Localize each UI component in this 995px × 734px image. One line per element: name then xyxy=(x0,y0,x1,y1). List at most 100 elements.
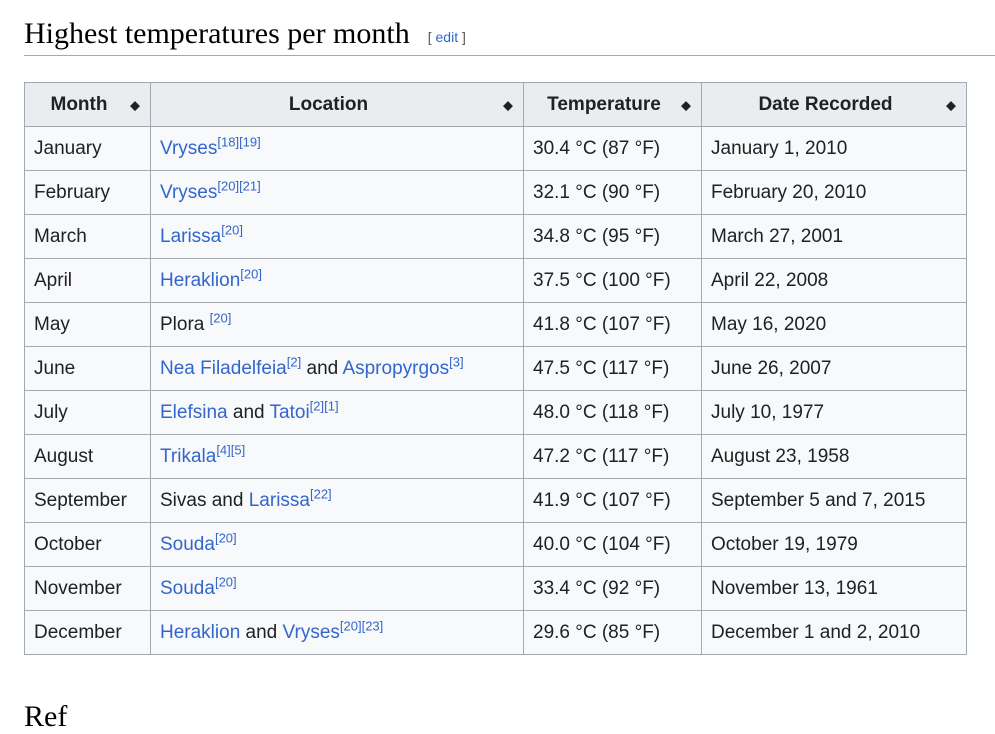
sort-icon[interactable]: ◆ xyxy=(681,97,691,112)
header-date-recorded[interactable]: Date Recorded ◆ xyxy=(701,82,967,127)
cell-date: January 1, 2010 xyxy=(701,126,967,171)
citation-link[interactable]: [20] xyxy=(214,574,237,590)
location-link[interactable]: Trikala xyxy=(160,445,217,467)
cell-date: December 1 and 2, 2010 xyxy=(701,610,967,655)
next-section-title: Ref xyxy=(24,700,68,733)
cell-month: September xyxy=(24,478,151,523)
location-link[interactable]: Heraklion xyxy=(160,621,241,643)
citation: [20] xyxy=(221,222,243,237)
citation-link[interactable]: [20] xyxy=(217,178,240,194)
cell-temperature: 41.9 °C (107 °F) xyxy=(523,478,702,523)
cell-temperature: 30.4 °C (87 °F) xyxy=(523,126,702,171)
cell-date: July 10, 1977 xyxy=(701,390,967,435)
cell-location: Sivas and Larissa[22] xyxy=(150,478,524,523)
cell-temperature: 32.1 °C (90 °F) xyxy=(523,170,702,215)
cell-temperature: 47.5 °C (117 °F) xyxy=(523,346,702,391)
cell-temperature: 48.0 °C (118 °F) xyxy=(523,390,702,435)
citation: [4][5] xyxy=(216,442,245,457)
citation: [20] xyxy=(240,266,262,281)
sort-icon[interactable]: ◆ xyxy=(946,97,956,112)
location-link[interactable]: Larissa xyxy=(160,225,222,247)
citation: [20] xyxy=(215,530,237,545)
citation: [22] xyxy=(310,486,332,501)
cell-month: January xyxy=(24,126,151,171)
cell-date: March 27, 2001 xyxy=(701,214,967,259)
location-text: Plora xyxy=(160,313,210,335)
citation-link[interactable]: [18] xyxy=(217,134,240,150)
citation-link[interactable]: [1] xyxy=(324,398,339,414)
cell-date: October 19, 1979 xyxy=(701,522,967,567)
table-row: October Souda[20] 40.0 °C (104 °F) October … xyxy=(24,522,967,567)
section-heading: Highest temperatures per month [ edit ] xyxy=(24,14,995,56)
cell-temperature: 33.4 °C (92 °F) xyxy=(523,566,702,611)
location-link[interactable]: Tatoi xyxy=(269,401,310,423)
citation: [20] xyxy=(215,574,237,589)
cell-date: August 23, 1958 xyxy=(701,434,967,479)
citation-link[interactable]: [5] xyxy=(230,442,246,458)
cell-temperature: 34.8 °C (95 °F) xyxy=(523,214,702,259)
location-text: Sivas and xyxy=(160,489,249,511)
cell-month: March xyxy=(24,214,151,259)
citation-link[interactable]: [20] xyxy=(209,310,232,326)
table-row: November Souda[20] 33.4 °C (92 °F) November… xyxy=(24,566,967,611)
cell-date: April 22, 2008 xyxy=(701,258,967,303)
citation-link[interactable]: [20] xyxy=(221,222,243,238)
cell-location: Plora [20] xyxy=(150,302,524,347)
location-link[interactable]: Aspropyrgos xyxy=(342,357,450,379)
location-link[interactable]: Nea Filadelfeia xyxy=(160,357,287,379)
location-text: and xyxy=(301,357,343,379)
location-link[interactable]: Vryses xyxy=(160,181,218,203)
citation-link[interactable]: [2] xyxy=(309,398,325,414)
citation-link[interactable]: [4] xyxy=(216,442,231,458)
table-row: August Trikala[4][5] 47.2 °C (117 °F) Augus… xyxy=(24,434,967,479)
header-temperature[interactable]: Temperature ◆ xyxy=(523,82,702,127)
citation-link[interactable]: [23] xyxy=(361,618,384,634)
cell-temperature: 40.0 °C (104 °F) xyxy=(523,522,702,567)
table-row: December Heraklion and Vryses[20][23] 29.6… xyxy=(24,610,967,655)
edit-section: [ edit ] xyxy=(427,29,466,45)
cell-location: Larissa[20] xyxy=(150,214,524,259)
cell-temperature: 47.2 °C (117 °F) xyxy=(523,434,702,479)
citation-link[interactable]: [2] xyxy=(286,354,302,370)
location-link[interactable]: Heraklion xyxy=(160,269,241,291)
citation-link[interactable]: [21] xyxy=(239,178,261,194)
location-link[interactable]: Larissa xyxy=(248,489,310,511)
table-row: April Heraklion[20] 37.5 °C (100 °F) April … xyxy=(24,258,967,303)
cell-location: Heraklion and Vryses[20][23] xyxy=(150,610,524,655)
cell-date: May 16, 2020 xyxy=(701,302,967,347)
location-link[interactable]: Souda xyxy=(160,577,215,599)
temperature-table: Month ◆ Location ◆ Temperature ◆ Date Re… xyxy=(24,82,967,655)
sort-icon[interactable]: ◆ xyxy=(503,97,513,112)
citation-link[interactable]: [19] xyxy=(239,134,261,150)
location-link[interactable]: Elefsina xyxy=(160,401,228,423)
table-row: September Sivas and Larissa[22] 41.9 °C (1… xyxy=(24,478,967,523)
cell-location: Nea Filadelfeia[2] and Aspropyrgos[3] xyxy=(150,346,524,391)
citation-link[interactable]: [20] xyxy=(339,618,362,634)
cell-month: May xyxy=(24,302,151,347)
table-header-row: Month ◆ Location ◆ Temperature ◆ Date Re… xyxy=(24,82,967,127)
table-row: January Vryses[18][19] 30.4 °C (87 °F) Janu… xyxy=(24,126,967,171)
cell-location: Trikala[4][5] xyxy=(150,434,524,479)
header-location[interactable]: Location ◆ xyxy=(150,82,524,127)
citation-link[interactable]: [20] xyxy=(214,530,237,546)
citation: [18][19] xyxy=(217,134,260,149)
cell-month: July xyxy=(24,390,151,435)
citation-link[interactable]: [22] xyxy=(309,486,332,502)
cell-temperature: 37.5 °C (100 °F) xyxy=(523,258,702,303)
citation: [20][23] xyxy=(340,618,383,633)
location-link[interactable]: Souda xyxy=(160,533,215,555)
location-link[interactable]: Vryses xyxy=(282,621,340,643)
location-link[interactable]: Vryses xyxy=(160,137,218,159)
edit-link[interactable]: edit xyxy=(435,29,459,45)
sort-icon[interactable]: ◆ xyxy=(130,97,140,112)
header-month[interactable]: Month ◆ xyxy=(24,82,151,127)
cell-month: April xyxy=(24,258,151,303)
section-title: Highest temperatures per month xyxy=(24,17,410,50)
citation-link[interactable]: [20] xyxy=(240,266,262,282)
cell-location: Elefsina and Tatoi[2][1] xyxy=(150,390,524,435)
cell-temperature: 41.8 °C (107 °F) xyxy=(523,302,702,347)
table-row: March Larissa[20] 34.8 °C (95 °F) March 27,… xyxy=(24,214,967,259)
cell-date: November 13, 1961 xyxy=(701,566,967,611)
citation-link[interactable]: [3] xyxy=(449,354,464,370)
cell-location: Vryses[18][19] xyxy=(150,126,524,171)
